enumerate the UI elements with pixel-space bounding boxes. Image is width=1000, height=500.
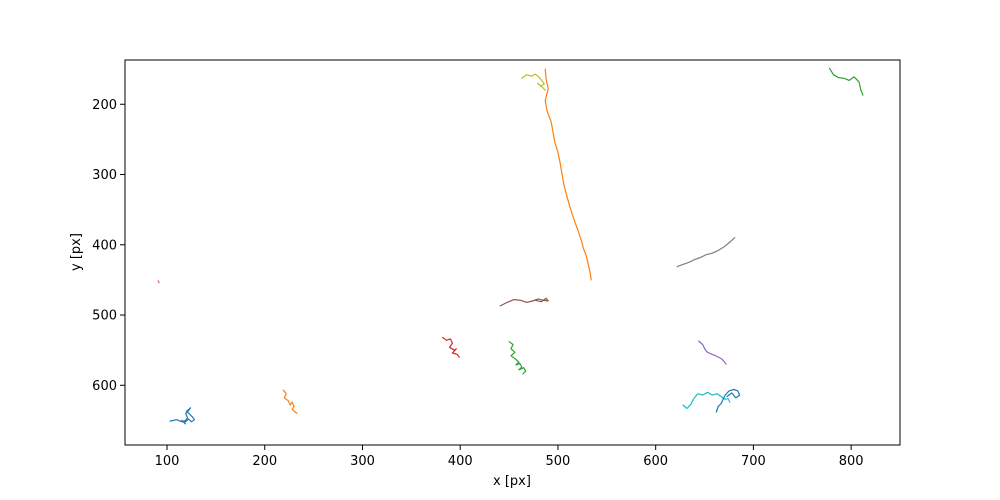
track-series-0 <box>169 407 195 425</box>
x-tick-label: 500 <box>546 454 571 469</box>
x-axis-label: x [px] <box>493 474 531 489</box>
x-tick-label: 200 <box>252 454 277 469</box>
y-tick-label: 200 <box>92 98 117 113</box>
x-tick-label: 700 <box>741 454 766 469</box>
tracks-layer <box>157 67 864 425</box>
y-tick-label: 600 <box>92 379 117 394</box>
track-series-9 <box>698 340 727 365</box>
track-series-10 <box>682 391 731 410</box>
y-axis-ticks: 200 300 400 500 600 <box>92 98 125 394</box>
x-tick-label: 300 <box>350 454 375 469</box>
x-axis-ticks: 100 200 300 400 500 600 700 800 <box>155 445 864 469</box>
x-tick-label: 800 <box>839 454 864 469</box>
track-series-3 <box>508 341 527 375</box>
track-series-7 <box>521 73 546 91</box>
track-series-6 <box>544 68 592 281</box>
y-tick-label: 400 <box>92 238 117 253</box>
track-series-12 <box>828 67 864 96</box>
track-series-11 <box>715 388 741 413</box>
x-tick-label: 100 <box>155 454 180 469</box>
x-tick-label: 400 <box>448 454 473 469</box>
x-tick-label: 600 <box>643 454 668 469</box>
track-series-1 <box>282 389 298 414</box>
track-series-5 <box>157 280 160 284</box>
track-series-2 <box>442 336 460 358</box>
plot-frame <box>124 59 901 446</box>
y-axis-label: y [px] <box>69 233 84 271</box>
y-tick-label: 500 <box>92 309 117 324</box>
track-series-8 <box>676 237 736 268</box>
track-series-4 <box>499 297 549 307</box>
y-tick-label: 300 <box>92 168 117 183</box>
